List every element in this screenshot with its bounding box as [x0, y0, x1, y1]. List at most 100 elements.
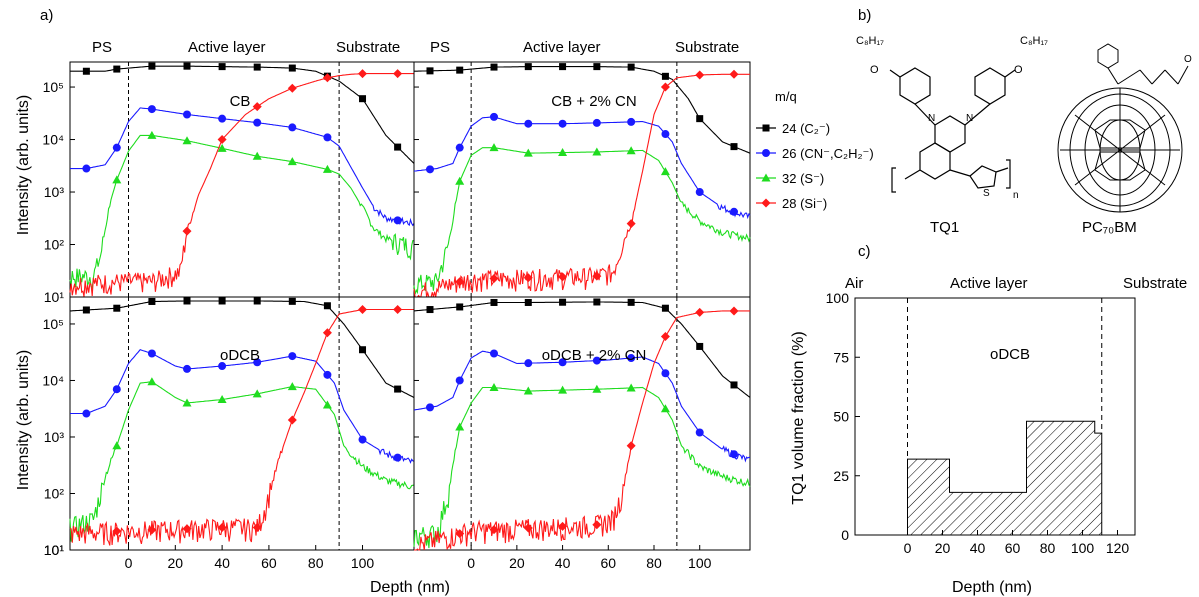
series-line: [413, 301, 751, 398]
data-point: [558, 385, 568, 394]
x-tick-label: 100: [351, 555, 375, 571]
panel-odcb-cn: 0 20 40 60 80 100 oDCB + 2% CN: [413, 296, 751, 571]
y-tick-label: 10⁵: [43, 79, 64, 95]
x-tick-label: 0: [125, 555, 133, 571]
data-point: [287, 382, 297, 391]
data-point: [218, 114, 227, 123]
chem-n-right: N: [966, 113, 973, 124]
data-point: [456, 303, 464, 311]
data-point: [253, 63, 261, 71]
legend-entry: 28 (Si⁻): [782, 196, 827, 211]
chem-o-ester: O: [1184, 54, 1192, 65]
tq1-fraction-area: [907, 420, 1103, 536]
data-point: [358, 69, 368, 79]
data-point: [358, 435, 367, 444]
data-point: [394, 143, 402, 151]
series-line: [413, 116, 751, 220]
data-point: [426, 403, 434, 412]
molecule-tq1-label: TQ1: [930, 219, 959, 236]
c-y-axis-label: TQ1 volume fraction (%): [790, 331, 807, 504]
data-point: [627, 117, 636, 126]
c-x-tick-label: 80: [1040, 540, 1056, 556]
data-point: [661, 369, 670, 378]
data-point: [661, 130, 670, 139]
data-point: [183, 110, 192, 119]
data-point: [323, 133, 332, 142]
legend: m/q 24 (C₂⁻) 26 (CN⁻,C₂H₂⁻) 32 (S⁻) 28 (Si⁻…: [756, 89, 874, 211]
data-point: [455, 143, 464, 152]
data-point: [288, 352, 297, 361]
x-tick-label: 60: [600, 555, 616, 571]
data-point: [660, 331, 670, 341]
data-point: [183, 297, 191, 305]
data-point: [217, 395, 227, 404]
chem-n-left: N: [928, 113, 935, 124]
data-point: [695, 307, 705, 317]
data-point: [112, 441, 122, 450]
data-point: [559, 298, 567, 306]
data-point: [182, 136, 192, 145]
c-y-tick-label: 100: [826, 290, 850, 306]
c-region-air: Air: [845, 275, 863, 292]
data-point: [359, 346, 367, 354]
panel-a-label: a): [40, 7, 53, 24]
data-point: [524, 359, 533, 368]
region-ps-left: PS: [92, 39, 112, 56]
legend-entry: 32 (S⁻): [782, 171, 824, 186]
data-point: [113, 304, 121, 312]
pcbm-structure: [1057, 43, 1189, 213]
y-tick-label: 10³: [44, 429, 65, 445]
data-point: [288, 297, 296, 305]
panel-cb-cn: CB + 2% CN: [413, 61, 751, 298]
data-point: [253, 358, 262, 367]
y-tick-label: 10⁵: [43, 316, 64, 332]
data-point: [627, 354, 636, 363]
c-x-axis-label: Depth (nm): [952, 579, 1032, 596]
data-point: [660, 167, 670, 176]
legend-entry: 24 (C₂⁻): [782, 121, 830, 136]
data-point: [524, 63, 532, 71]
region-ps-right: PS: [430, 39, 450, 56]
data-point: [287, 157, 297, 166]
data-point: [287, 83, 297, 93]
data-point: [252, 151, 262, 160]
c-x-tick-label: 20: [935, 540, 951, 556]
c-sample-label: oDCB: [990, 346, 1030, 363]
c-y-tick-label: 0: [841, 527, 849, 543]
data-point: [558, 521, 568, 531]
data-point: [730, 143, 738, 151]
data-point: [559, 63, 567, 71]
data-point: [182, 524, 192, 534]
data-point: [523, 273, 533, 283]
data-point: [455, 529, 465, 539]
panel-c: 0 25 50 75 100 0 20 40 60 80 100 120: [826, 290, 1136, 556]
data-point: [524, 119, 533, 128]
c-x-tick-label: 60: [1005, 540, 1021, 556]
data-point: [112, 143, 121, 152]
data-point: [288, 123, 297, 132]
plot-frame: [69, 296, 415, 551]
y-tick-label: 10³: [44, 184, 65, 200]
data-point: [253, 118, 262, 127]
data-point: [253, 297, 261, 305]
data-point: [393, 305, 403, 315]
data-point: [626, 383, 636, 392]
data-point: [489, 525, 499, 535]
data-point: [426, 67, 434, 75]
x-tick-label: 20: [168, 555, 184, 571]
series-line: [70, 349, 415, 464]
x-tick-label: 80: [646, 555, 662, 571]
data-point: [592, 520, 602, 530]
region-substrate-left: Substrate: [336, 39, 400, 56]
panel-cb: 10² 10³ 10⁴ 10⁵ 10¹ CB: [42, 61, 415, 305]
data-point: [730, 381, 738, 389]
data-point: [592, 271, 602, 281]
c-x-tick-label: 120: [1106, 540, 1130, 556]
chem-o-right: O: [1014, 64, 1023, 76]
y-axis-label-bottom: Intensity (arb. units): [15, 350, 32, 491]
data-point: [426, 165, 434, 174]
x-tick-label: 20: [509, 555, 525, 571]
data-point: [323, 302, 331, 310]
data-point: [729, 306, 739, 316]
data-point: [592, 147, 602, 156]
